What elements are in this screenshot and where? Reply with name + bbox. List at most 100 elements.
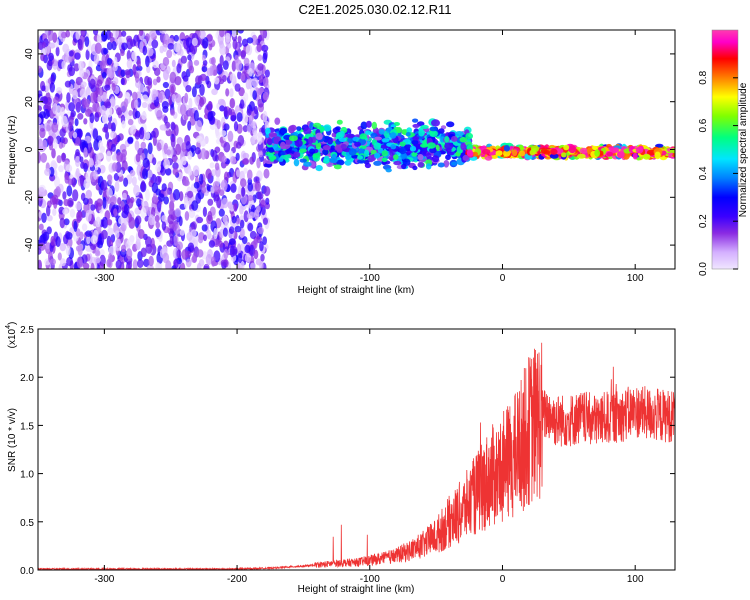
spectrogram-cell [249,230,257,240]
spectrogram-cell [108,67,115,79]
spectrogram-cell [126,248,133,260]
spectrogram-cell [262,236,267,246]
spectrogram-cell [146,65,151,74]
spectrogram-cell [137,259,144,268]
spectrogram-cell [47,135,54,145]
spectrogram-cell [248,115,253,127]
spectrogram-cell [199,73,207,81]
spectrogram-cell [131,51,137,61]
spectrogram-cell [393,154,399,160]
spectrogram-cell [373,160,382,166]
spectrogram-cell [166,149,172,156]
spectrogram-cell [257,226,264,235]
spectrogram-cell [245,44,253,56]
spectrogram-cell [77,244,83,256]
spectrogram-cell [241,186,246,197]
spectrogram-cell [72,131,78,139]
spectrogram-cell [346,133,355,139]
spectrogram-cell [173,234,179,246]
spectrogram-cell [231,246,238,256]
spectrogram-cell [161,101,169,109]
spectrogram-cell [356,159,366,164]
spectrogram-cell [239,219,245,229]
spectrogram-cell [118,217,123,224]
spectrogram-cell [61,152,66,163]
spectrogram-cell [174,124,179,136]
spectrogram-cell [59,128,66,138]
spectrogram-cell [267,153,274,158]
spectrogram-cell [237,35,242,43]
spectrogram-cell [51,148,56,159]
spectrogram-cell [466,144,473,152]
spectrogram-cell [105,131,110,140]
spectrogram-cell [370,149,377,155]
y-tick-label: 2.5 [20,325,34,336]
x-tick-label: -200 [227,574,247,585]
spectrogram-cell [250,136,256,146]
spectrogram-cell [100,30,108,42]
spectrogram-cell [330,145,336,151]
spectrogram-cell [258,150,264,158]
spectrogram-cell [210,169,217,177]
spectrogram-cell [68,121,73,132]
spectrogram-cell [193,110,199,122]
spectrogram-cell [412,118,419,123]
spectrogram-cell [174,76,182,86]
spectrogram-cell [121,244,126,253]
spectrogram-cell [411,139,419,146]
spectrogram-cell [228,107,233,116]
spectrogram-cell [106,41,113,51]
spectrogram-cell [247,195,254,202]
spectrogram-cell [360,121,368,130]
spectrogram-cell [48,52,54,62]
snr-frame [37,328,676,571]
spectrogram-cell [180,262,186,269]
spectrogram-cell [85,49,90,61]
spectrogram-cell [117,197,122,205]
spectrogram-cell [425,163,432,170]
spectrogram-cell [218,240,223,248]
spectrogram-cell [503,150,512,155]
spectrogram-cell [187,168,193,176]
spectrogram-cell [400,152,408,160]
spectrogram-cell [63,199,70,207]
spectrogram-cell [137,229,145,239]
spectrogram-cell [75,136,81,146]
spectrogram-cell [348,148,357,156]
spectrogram-cell [412,123,420,128]
spectrogram-cell [159,30,167,34]
spectrogram-cell [99,249,105,257]
spectrogram-cell [251,34,258,46]
spectrogram-cell [241,38,249,47]
spectrogram-cell [173,42,181,53]
colorbar-tick-label: 0.4 [698,166,709,180]
spectrogram-cell [105,101,112,109]
spectrogram-cell [209,162,215,169]
spectrogram-cell [632,152,638,160]
spectrogram-cell [357,155,363,160]
spectrogram-cell [635,146,644,154]
spectrogram-cell [232,39,238,50]
spectrogram-cell [55,186,61,198]
spectrogram-cell [240,178,247,188]
spectrogram-cell [256,43,263,53]
spectrogram-cell [135,153,141,163]
spectrogram-cell [188,65,195,74]
spectrogram-cell [214,162,220,171]
spectrogram-cell [211,88,218,96]
spectrogram-cell [66,256,73,267]
spectrogram-cell [193,59,200,66]
spectrogram-cell [406,127,413,134]
spectrogram-cell [165,168,172,176]
spectrogram-cell [431,119,440,127]
spectrogram-cell [158,92,163,103]
spectrogram-cell [451,135,458,142]
spectrogram-cell [74,52,81,60]
spectrogram-cell [108,176,113,186]
spectrogram-cell [203,265,209,269]
spectrogram-cell [93,256,101,264]
spectrogram-cell [234,225,242,233]
spectrogram-cell [228,238,236,246]
spectrogram-cell [247,169,253,181]
